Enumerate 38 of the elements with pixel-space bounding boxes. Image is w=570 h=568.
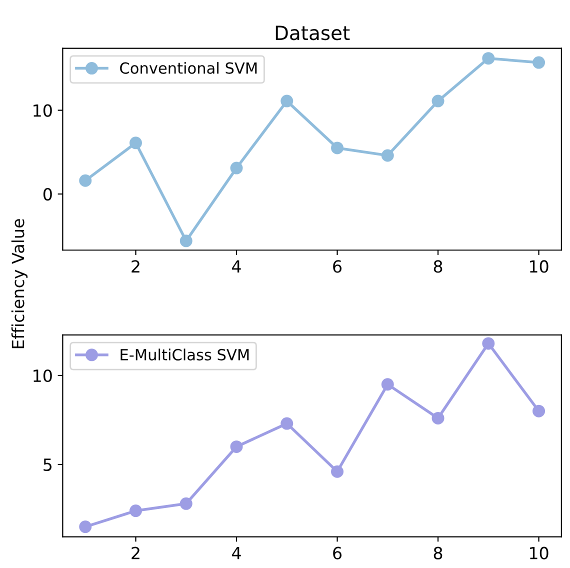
legend-label: Conventional SVM [120,62,257,74]
x-tick-label: 8 [434,260,442,273]
point [280,417,294,430]
legend-label: E-MultiClass SVM [120,348,249,360]
y-tick-label: 5 [44,458,52,472]
point [381,378,394,391]
point [230,162,243,174]
point [532,56,546,69]
point [432,94,444,108]
x-tick-label: 4 [232,260,241,273]
point [79,520,92,534]
y-tick-label: 0 [43,188,52,201]
chart-title: Dataset [276,26,350,40]
point [280,94,294,108]
x-tick-label: 2 [132,546,140,560]
x-tick-label: 10 [530,260,548,273]
point [482,337,495,350]
point [532,404,546,418]
point [180,497,192,510]
point [130,136,142,150]
y-tick-label: 10 [34,104,52,117]
y-tick-label: 10 [34,369,52,382]
x-tick-label: 2 [132,260,140,273]
point [180,234,192,248]
x-tick-label: 4 [232,546,241,560]
x-tick-label: 6 [333,546,342,560]
point [381,149,394,162]
x-tick-label: 6 [333,260,342,273]
point [482,52,495,65]
point [331,465,344,478]
point [230,440,243,453]
point [79,174,92,187]
x-tick-label: 10 [530,546,548,560]
point [331,142,344,154]
point [130,504,142,518]
point [432,412,444,424]
y-axis-title: Efficiency Value [11,219,28,348]
x-tick-label: 8 [434,546,442,560]
